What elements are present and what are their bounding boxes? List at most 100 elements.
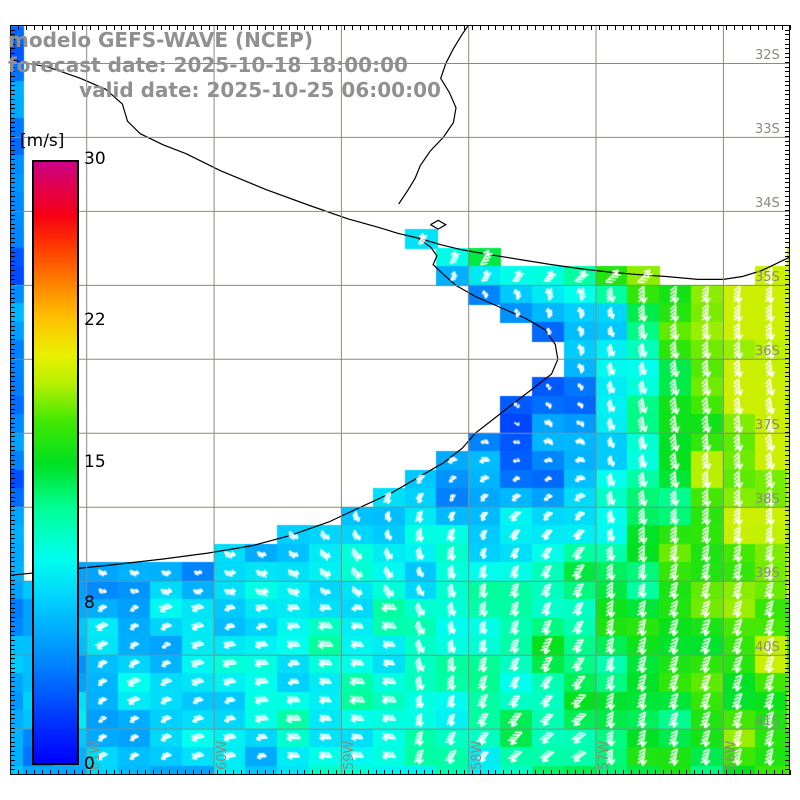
ruler-tick [785, 376, 790, 378]
ruler-tick [785, 626, 790, 627]
ruler-tick [10, 644, 15, 646]
ruler-tick [10, 75, 15, 77]
ruler-tick [10, 205, 15, 207]
ruler-tick [399, 25, 401, 30]
ruler-tick [785, 85, 790, 87]
ruler-tick [193, 770, 194, 775]
lat-label-35S: 35S [755, 270, 780, 286]
ruler-tick [785, 196, 790, 197]
ruler-tick [10, 658, 15, 660]
ruler-tick [169, 770, 171, 775]
ruler-tick [785, 639, 790, 641]
ruler-tick [10, 25, 15, 26]
ruler-tick [352, 25, 354, 30]
ruler-tick [785, 344, 790, 345]
ruler-tick [41, 25, 43, 30]
ruler-tick [10, 515, 15, 516]
ruler-tick [384, 770, 385, 775]
ruler-tick [734, 770, 736, 775]
ruler-tick [328, 25, 330, 30]
ruler-tick [785, 330, 790, 332]
ruler-tick [10, 126, 15, 128]
ruler-tick [785, 501, 790, 503]
ruler-tick [18, 770, 19, 775]
ruler-tick [785, 607, 790, 609]
lat-label-38S: 38S [755, 492, 780, 508]
ruler-tick [785, 34, 790, 36]
ruler-tick [785, 565, 790, 567]
ruler-tick [785, 339, 790, 341]
ruler-tick [392, 25, 393, 30]
ruler-tick [296, 25, 298, 30]
colorbar-gradient [34, 162, 77, 763]
ruler-tick [785, 283, 790, 285]
ruler-tick [758, 770, 759, 775]
ruler-tick [463, 25, 465, 30]
ruler-tick [785, 131, 790, 133]
ruler-tick [10, 575, 15, 577]
ruler-tick [785, 325, 790, 327]
ruler-tick [630, 25, 632, 30]
ruler-tick [193, 25, 194, 30]
ruler-tick [785, 168, 790, 170]
colorbar[interactable] [32, 160, 79, 765]
ruler-tick [407, 25, 409, 30]
ruler-tick [785, 117, 790, 119]
ruler-tick [785, 279, 790, 281]
ruler-tick [10, 773, 15, 775]
ruler-tick [785, 644, 790, 646]
ruler-tick [551, 25, 553, 30]
ruler-tick [10, 750, 15, 752]
ruler-tick [10, 145, 15, 147]
ruler-tick [785, 547, 790, 549]
ruler-tick [439, 770, 441, 775]
ruler-tick [121, 770, 123, 775]
ruler-tick [10, 25, 11, 30]
ruler-tick [288, 25, 290, 30]
ruler-tick [224, 25, 226, 30]
ruler-tick [10, 616, 15, 618]
ruler-tick [264, 25, 266, 30]
ruler-tick [785, 746, 790, 748]
ruler-tick [57, 770, 59, 775]
ruler-tick [216, 25, 218, 30]
ruler-tick [495, 25, 497, 30]
ruler-tick [49, 770, 51, 775]
ruler-tick [415, 770, 417, 775]
ruler-tick [785, 149, 790, 151]
ruler-tick [153, 770, 155, 775]
ruler-tick [785, 112, 790, 114]
ruler-tick [785, 468, 790, 470]
ruler-tick [726, 770, 728, 775]
ruler-tick [10, 228, 15, 230]
ruler-tick [785, 431, 790, 433]
ruler-tick [10, 29, 15, 31]
ruler-tick [10, 246, 15, 248]
ruler-tick [18, 25, 19, 30]
ruler-tick [248, 770, 250, 775]
ruler-tick [10, 237, 15, 239]
ruler-tick [785, 454, 790, 456]
ruler-tick [10, 441, 15, 443]
map-canvas-area[interactable] [10, 25, 790, 775]
ruler-tick [439, 25, 441, 30]
ruler-tick [710, 770, 712, 775]
ruler-tick [10, 43, 15, 45]
ruler-tick [495, 770, 497, 775]
colorbar-tick-22: 22 [84, 310, 106, 331]
ruler-tick [785, 718, 790, 720]
ruler-tick [10, 288, 15, 290]
ruler-tick [785, 237, 790, 239]
ruler-tick [785, 723, 790, 724]
ruler-tick [785, 764, 790, 766]
ruler-tick [10, 209, 15, 211]
ruler-tick [224, 770, 226, 775]
ruler-tick [694, 770, 696, 775]
ruler-tick [10, 736, 15, 738]
ruler-tick [10, 764, 15, 766]
ruler-tick [535, 770, 537, 775]
ruler-tick [304, 25, 306, 30]
ruler-tick [10, 334, 15, 336]
ruler-tick [10, 501, 15, 503]
